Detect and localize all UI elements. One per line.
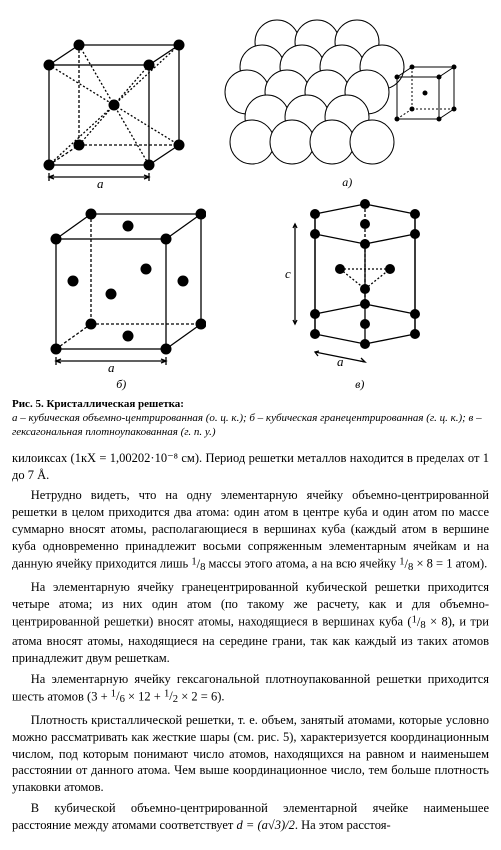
figure-row-1: a bbox=[12, 12, 489, 190]
fraction-1-2: 1/2 bbox=[164, 689, 178, 703]
figure-spheres-cell: а) bbox=[222, 12, 472, 190]
hcp-lattice-diagram: c a bbox=[255, 194, 465, 374]
sphere-packing-diagram bbox=[222, 12, 472, 172]
paragraph-1: килоиксах (1кХ = 1,00202·10⁻⁸ см). Перио… bbox=[12, 450, 489, 484]
paragraph-6: В кубической объемно-центрированной элем… bbox=[12, 800, 489, 834]
bcc-lattice-diagram: a bbox=[29, 35, 189, 190]
fraction-1-8: 1/8 bbox=[191, 557, 205, 571]
paragraph-5: Плотность кристаллической решетки, т. е.… bbox=[12, 712, 489, 796]
svg-text:a: a bbox=[97, 176, 104, 190]
paragraph-3: На элементарную ячейку гранецентрированн… bbox=[12, 579, 489, 667]
figure-caption: Рис. 5. Кристаллическая решетка: а – куб… bbox=[12, 398, 489, 439]
figure-block: a bbox=[12, 12, 489, 440]
fcc-lattice-diagram: a bbox=[36, 199, 206, 374]
caption-title: Рис. 5. Кристаллическая решетка: bbox=[12, 398, 184, 410]
figure-hcp-cell: c a в) bbox=[255, 194, 465, 392]
figure-bcc-cell: a bbox=[29, 35, 189, 190]
fraction-1-6: 1/6 bbox=[111, 689, 125, 703]
fraction-1-8-b: 1/8 bbox=[399, 557, 413, 571]
figure-label-b: б) bbox=[36, 376, 206, 392]
caption-body: а – кубическая объемно-центрированная (о… bbox=[12, 412, 482, 438]
svg-text:a: a bbox=[108, 360, 115, 374]
fraction-1-8-c: 1/8 bbox=[412, 615, 426, 629]
svg-text:a: a bbox=[337, 354, 344, 369]
figure-label-a: а) bbox=[222, 174, 472, 190]
figure-row-2: a б) bbox=[12, 194, 489, 392]
figure-fcc-cell: a б) bbox=[36, 199, 206, 392]
paragraph-2: Нетрудно видеть, что на одну элементарну… bbox=[12, 487, 489, 575]
formula-d: d = (a√3)/2 bbox=[237, 818, 295, 832]
paragraph-4: На элементарную ячейку гексагональной пл… bbox=[12, 671, 489, 708]
figure-label-v: в) bbox=[255, 376, 465, 392]
svg-text:c: c bbox=[285, 266, 291, 281]
